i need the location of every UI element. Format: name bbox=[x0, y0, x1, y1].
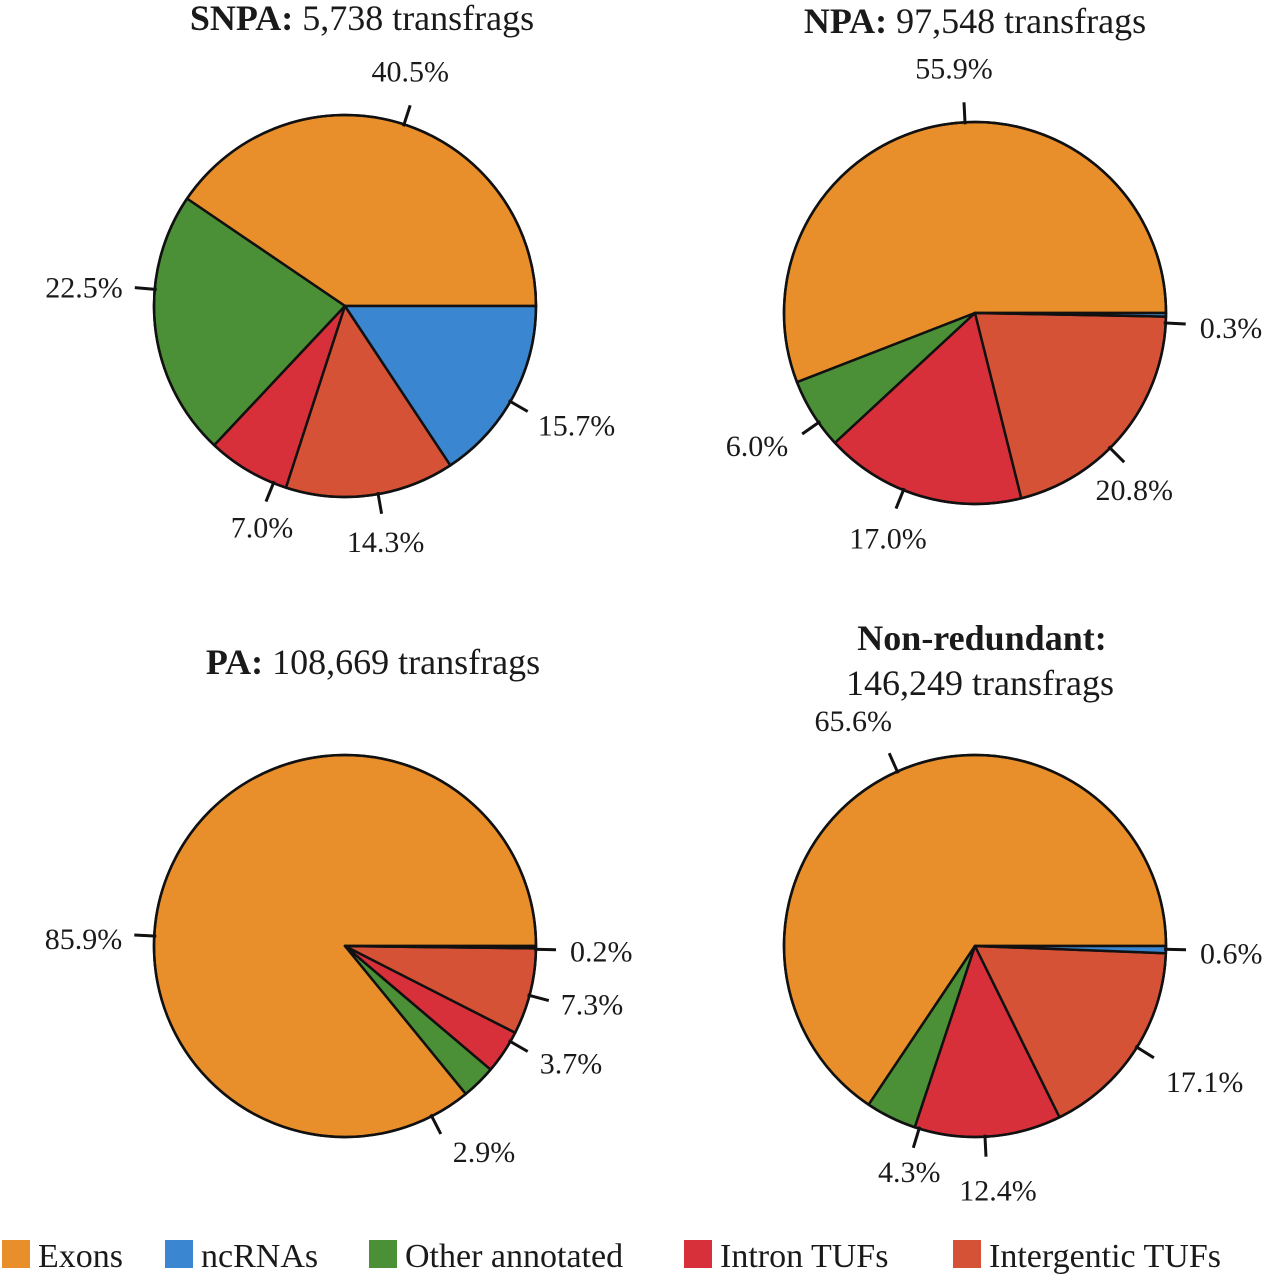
legend-label: Exons bbox=[38, 1238, 123, 1275]
chart-title: PA: 108,669 transfrags bbox=[206, 642, 540, 682]
slice-percent-label: 4.3% bbox=[878, 1156, 941, 1189]
pie-chart: NPA: 97,548 transfrags 55.9% 6.0% 17.0% 20.8… bbox=[726, 1, 1262, 556]
label-tick bbox=[1134, 1044, 1155, 1060]
label-tick bbox=[507, 1039, 529, 1053]
legend-label: Intergentic TUFs bbox=[989, 1238, 1221, 1275]
legend-swatch bbox=[684, 1240, 712, 1268]
pie-chart: PA: 108,669 transfrags 85.9% 2.9% 3.7% 7.3% 0… bbox=[45, 642, 633, 1169]
slice-percent-label: 2.9% bbox=[453, 1136, 516, 1169]
slice-percent-label: 17.1% bbox=[1166, 1066, 1244, 1099]
legend-label: Intron TUFs bbox=[720, 1238, 888, 1275]
legend-item: Exons bbox=[2, 1238, 123, 1275]
legend-swatch bbox=[369, 1240, 397, 1268]
chart-title-bold: SNPA: bbox=[190, 0, 293, 38]
legend-item: ncRNAs bbox=[165, 1238, 318, 1275]
label-tick bbox=[134, 286, 157, 291]
slice-percent-label: 0.3% bbox=[1200, 312, 1263, 345]
chart-title-bold: Non-redundant: bbox=[857, 618, 1106, 658]
label-tick bbox=[911, 1126, 922, 1149]
slice-percent-label: 85.9% bbox=[45, 923, 123, 956]
label-tick bbox=[134, 933, 157, 938]
chart-title: NPA: 97,548 transfrags bbox=[804, 1, 1146, 41]
chart-title: 146,249 transfrags bbox=[846, 663, 1114, 703]
label-tick bbox=[429, 1113, 443, 1135]
slice-percent-label: 6.0% bbox=[726, 430, 789, 463]
legend-label: Other annotated bbox=[405, 1238, 623, 1275]
legend-swatch bbox=[165, 1240, 193, 1268]
legend-swatch bbox=[2, 1240, 30, 1268]
pie-outline bbox=[152, 113, 538, 499]
legend-item: Intron TUFs bbox=[684, 1238, 888, 1275]
label-tick bbox=[1107, 445, 1126, 464]
slice-percent-label: 7.0% bbox=[231, 512, 294, 545]
slice-percent-label: 17.0% bbox=[849, 523, 927, 556]
chart-title-rest: 97,548 transfrags bbox=[896, 1, 1146, 41]
slice-percent-label: 12.4% bbox=[959, 1175, 1037, 1208]
legend-swatch bbox=[953, 1240, 981, 1268]
chart-title-rest: 146,249 transfrags bbox=[846, 663, 1114, 703]
chart-title-rest: 108,669 transfrags bbox=[272, 642, 540, 682]
slice-percent-label: 55.9% bbox=[915, 52, 993, 85]
legend-item: Intergentic TUFs bbox=[953, 1238, 1221, 1275]
slice-percent-label: 15.7% bbox=[538, 410, 616, 443]
label-tick bbox=[527, 993, 550, 1003]
legend-item: Other annotated bbox=[369, 1238, 623, 1275]
chart-title: SNPA: 5,738 transfrags bbox=[190, 0, 534, 38]
label-tick bbox=[401, 104, 412, 127]
label-tick bbox=[983, 1134, 988, 1157]
slice-percent-label: 7.3% bbox=[561, 989, 624, 1022]
slice-percent-label: 40.5% bbox=[371, 55, 449, 88]
slice-percent-label: 14.3% bbox=[347, 526, 425, 559]
legend: Exons ncRNAs Other annotated Intron TUFs Int… bbox=[2, 1238, 1221, 1275]
label-tick bbox=[801, 420, 822, 436]
label-tick bbox=[376, 491, 384, 515]
legend-label: ncRNAs bbox=[201, 1238, 318, 1275]
slice-percent-label: 22.5% bbox=[45, 272, 123, 305]
pie-outline bbox=[152, 753, 538, 1139]
pie-outline bbox=[782, 120, 1168, 506]
pie-chart: SNPA: 5,738 transfrags 40.5% 22.5% 7.0% 14.3… bbox=[45, 0, 615, 559]
slice-percent-label: 20.8% bbox=[1095, 474, 1173, 507]
chart-title-rest: 5,738 transfrags bbox=[302, 0, 534, 38]
slice-percent-label: 65.6% bbox=[814, 705, 892, 738]
label-tick bbox=[894, 487, 906, 510]
label-tick bbox=[887, 752, 900, 774]
chart-title-bold: PA: bbox=[206, 642, 263, 682]
label-tick bbox=[1163, 321, 1186, 326]
slice-percent-label: 0.6% bbox=[1200, 938, 1263, 971]
pie-outline bbox=[782, 753, 1168, 1139]
chart-title-bold: NPA: bbox=[804, 1, 887, 41]
label-tick bbox=[507, 399, 529, 413]
charts-layer: SNPA: 5,738 transfrags 40.5% 22.5% 7.0% 14.3… bbox=[45, 0, 1263, 1208]
chart-title: Non-redundant: bbox=[857, 618, 1106, 658]
slice-percent-label: 0.2% bbox=[570, 936, 633, 969]
label-tick bbox=[264, 480, 276, 503]
slice-percent-label: 3.7% bbox=[540, 1048, 603, 1081]
label-tick bbox=[962, 102, 967, 125]
